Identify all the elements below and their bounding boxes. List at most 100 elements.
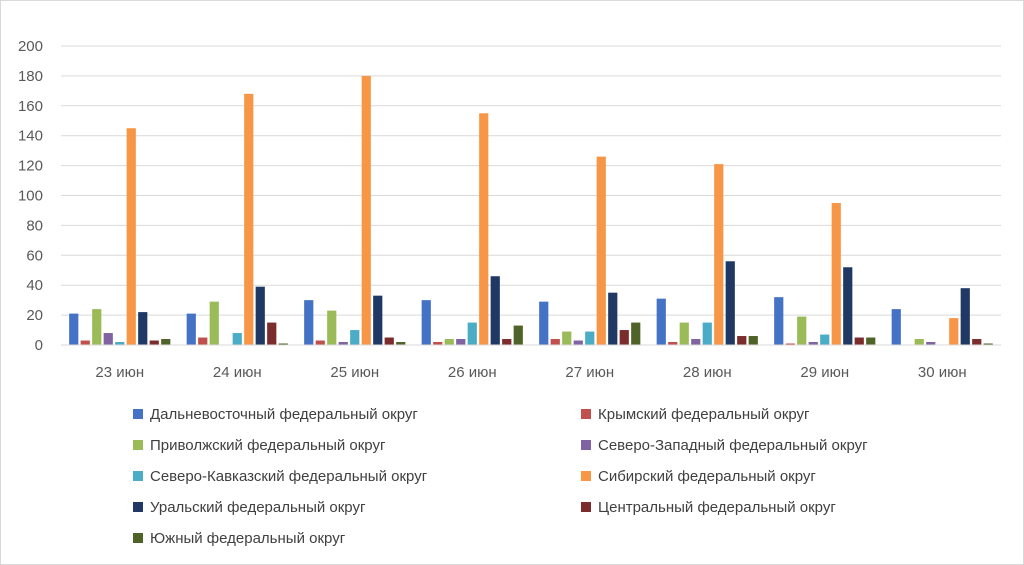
y-tick-label: 20 bbox=[26, 307, 43, 324]
bar bbox=[854, 337, 864, 345]
bar bbox=[914, 339, 924, 345]
bar bbox=[725, 261, 735, 345]
y-tick-label: 80 bbox=[26, 217, 43, 234]
bar bbox=[80, 340, 90, 345]
legend-swatch bbox=[133, 440, 143, 450]
bar bbox=[278, 343, 288, 345]
bar bbox=[785, 343, 795, 345]
x-tick-label: 24 июн bbox=[213, 364, 262, 381]
y-tick-label: 180 bbox=[18, 68, 43, 85]
bar bbox=[596, 156, 606, 345]
bar bbox=[737, 336, 747, 345]
bar bbox=[198, 337, 208, 345]
bar bbox=[714, 164, 724, 345]
bar bbox=[668, 342, 678, 345]
bar bbox=[304, 300, 314, 345]
bar bbox=[396, 342, 406, 345]
bar bbox=[866, 337, 876, 345]
bar bbox=[69, 313, 79, 345]
gridlines bbox=[61, 45, 1001, 316]
bar bbox=[573, 340, 583, 345]
y-tick-label: 40 bbox=[26, 277, 43, 294]
bar bbox=[797, 316, 807, 345]
bar bbox=[361, 75, 371, 346]
x-tick-label: 30 июн bbox=[918, 364, 967, 381]
bar bbox=[949, 318, 959, 345]
bar bbox=[338, 342, 348, 345]
bar bbox=[244, 93, 254, 345]
legend-label: Дальневосточный федеральный округ bbox=[150, 406, 418, 423]
legend-swatch bbox=[581, 502, 591, 512]
bar bbox=[619, 330, 629, 345]
bar bbox=[820, 334, 830, 345]
bar bbox=[702, 322, 712, 345]
legend-swatch bbox=[133, 471, 143, 481]
bar bbox=[631, 322, 641, 345]
legend-label: Уральский федеральный округ bbox=[150, 499, 366, 516]
legend-swatch bbox=[133, 502, 143, 512]
bar bbox=[103, 333, 113, 345]
bar bbox=[774, 297, 784, 345]
bar bbox=[983, 343, 993, 345]
bar bbox=[972, 339, 982, 345]
bar bbox=[562, 331, 572, 345]
legend-swatch bbox=[133, 533, 143, 543]
legend-swatch bbox=[581, 409, 591, 419]
y-tick-label: 120 bbox=[18, 158, 43, 175]
y-tick-label: 60 bbox=[26, 247, 43, 264]
legend-swatch bbox=[581, 440, 591, 450]
bar bbox=[490, 276, 500, 345]
y-tick-label: 100 bbox=[18, 188, 43, 205]
x-tick-label: 25 июн bbox=[330, 364, 379, 381]
legend-label: Центральный федеральный округ bbox=[598, 499, 836, 516]
bar bbox=[255, 286, 265, 345]
y-tick-label: 0 bbox=[35, 337, 43, 354]
bar bbox=[550, 339, 560, 345]
bar bbox=[831, 202, 841, 345]
bar bbox=[502, 339, 512, 345]
bar bbox=[513, 325, 523, 345]
bars bbox=[69, 75, 993, 346]
bar bbox=[126, 128, 136, 345]
legend-label: Сибирский федеральный округ bbox=[598, 468, 816, 485]
bar bbox=[444, 339, 454, 345]
x-tick-label: 23 июн bbox=[95, 364, 144, 381]
legend: Дальневосточный федеральный округ Крымски… bbox=[133, 406, 868, 547]
bar bbox=[384, 337, 394, 345]
bar bbox=[149, 340, 159, 345]
legend-label: Южный федеральный округ bbox=[150, 530, 346, 547]
legend-swatch bbox=[133, 409, 143, 419]
bar bbox=[960, 288, 970, 345]
bar bbox=[479, 113, 489, 346]
bar bbox=[608, 292, 618, 345]
legend-label: Крымский федеральный округ bbox=[598, 406, 810, 423]
bar bbox=[209, 301, 219, 345]
x-tick-label: 28 июн bbox=[683, 364, 732, 381]
y-tick-label: 160 bbox=[18, 98, 43, 115]
bar bbox=[186, 313, 196, 345]
legend-label: Приволжский федеральный округ bbox=[150, 437, 386, 454]
x-tick-label: 27 июн bbox=[565, 364, 614, 381]
bar bbox=[267, 322, 277, 345]
bar bbox=[421, 300, 431, 345]
bar bbox=[92, 309, 102, 345]
bar bbox=[585, 331, 595, 345]
bar bbox=[843, 267, 853, 345]
x-tick-label: 29 июн bbox=[800, 364, 849, 381]
legend-label: Северо-Западный федеральный округ bbox=[598, 437, 868, 454]
bar bbox=[808, 342, 818, 345]
legend-label: Северо-Кавказский федеральный округ bbox=[150, 468, 428, 485]
y-tick-label: 140 bbox=[18, 128, 43, 145]
bar bbox=[467, 322, 477, 345]
bar bbox=[115, 342, 125, 345]
axes: 0 20 40 60 80 100 120 140 160 180 200 23 июн 24 июн 2… bbox=[18, 38, 1001, 381]
bar bbox=[539, 301, 549, 345]
bar bbox=[433, 342, 443, 345]
bar bbox=[748, 336, 758, 345]
bar bbox=[679, 322, 689, 345]
bar bbox=[373, 295, 383, 345]
y-tick-label: 200 bbox=[18, 38, 43, 55]
legend-swatch bbox=[581, 471, 591, 481]
